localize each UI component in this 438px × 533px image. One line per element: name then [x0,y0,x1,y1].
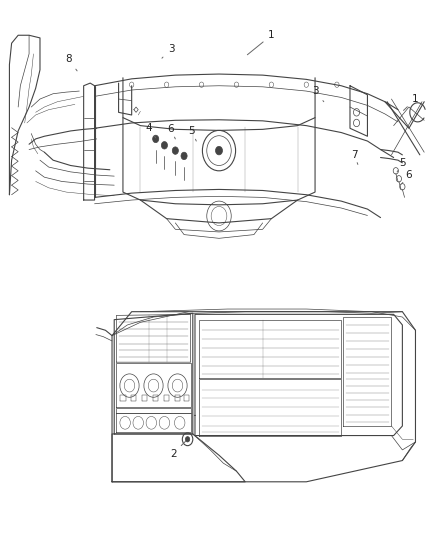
Circle shape [185,437,190,442]
Text: 7: 7 [351,150,358,165]
Circle shape [181,152,187,160]
Text: 4: 4 [146,123,155,138]
Text: 1: 1 [403,94,419,110]
Text: 3: 3 [312,86,324,102]
Circle shape [161,142,167,149]
Circle shape [172,147,178,155]
Text: 5: 5 [397,158,406,172]
Text: 1: 1 [247,30,275,55]
Text: 5: 5 [189,126,196,141]
Circle shape [152,135,159,143]
Text: 6: 6 [168,124,175,139]
Text: 8: 8 [65,54,77,71]
Text: 6: 6 [402,170,412,184]
Text: 3: 3 [162,44,174,58]
Text: 2: 2 [170,441,186,458]
Circle shape [215,147,223,155]
